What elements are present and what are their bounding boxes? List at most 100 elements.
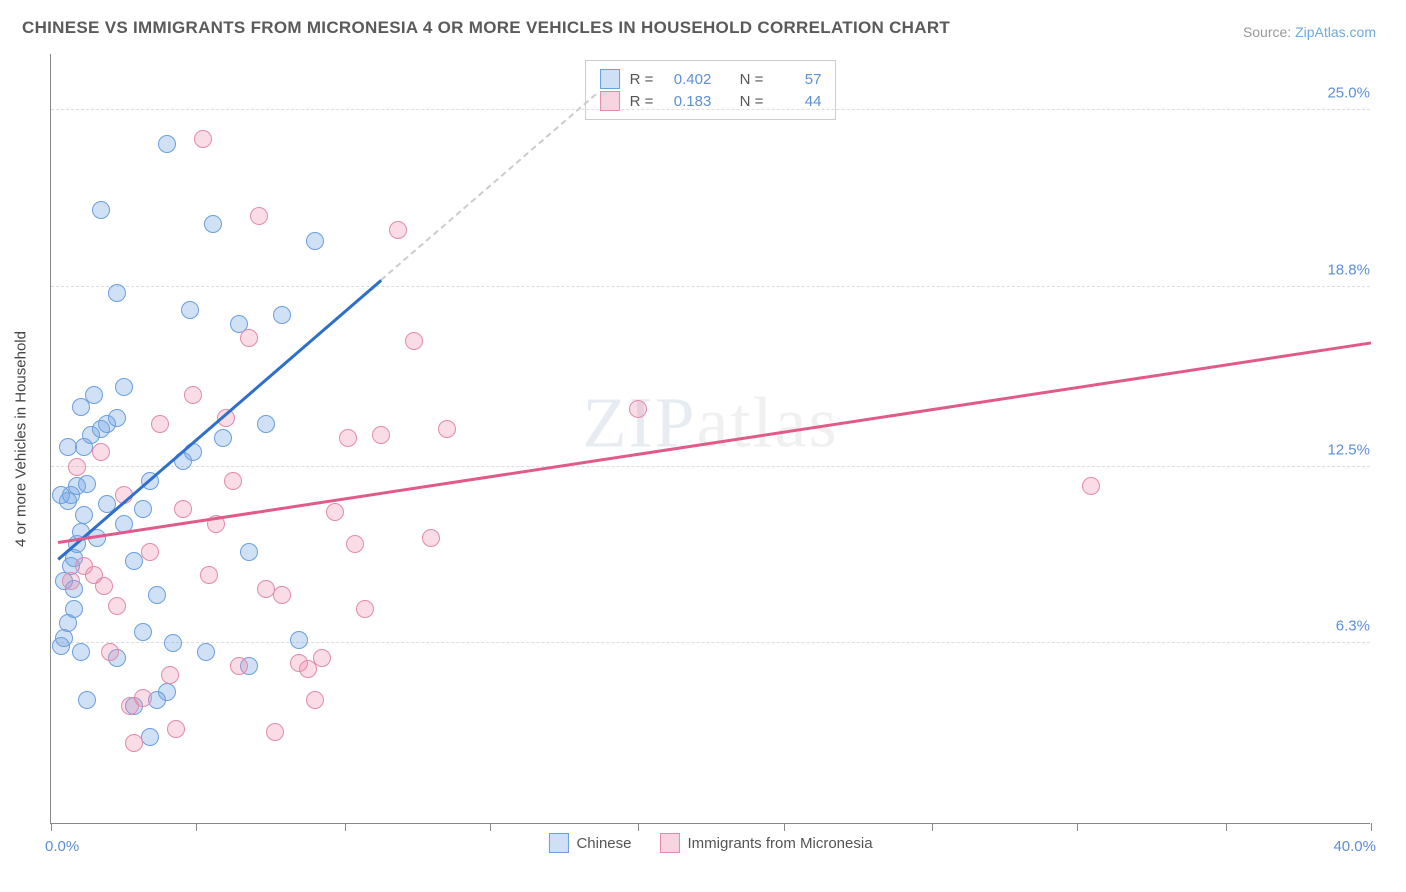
- data-point: [92, 201, 110, 219]
- data-point: [181, 301, 199, 319]
- x-axis-min-label: 0.0%: [45, 838, 79, 855]
- data-point: [148, 586, 166, 604]
- data-point: [92, 443, 110, 461]
- data-point: [224, 472, 242, 490]
- data-point: [164, 634, 182, 652]
- legend-item-2: Immigrants from Micronesia: [660, 833, 873, 853]
- data-point: [250, 207, 268, 225]
- data-point: [184, 386, 202, 404]
- data-point: [78, 475, 96, 493]
- r-value-1: 0.402: [663, 71, 711, 88]
- trend-line: [57, 341, 1371, 543]
- data-point: [306, 691, 324, 709]
- n-value-1: 57: [773, 71, 821, 88]
- source-link[interactable]: ZipAtlas.com: [1295, 24, 1376, 40]
- data-point: [125, 552, 143, 570]
- scatter-plot: 4 or more Vehicles in Household 0.0% 40.…: [50, 54, 1370, 824]
- trend-line-extrapolated: [380, 94, 596, 281]
- legend-label-2: Immigrants from Micronesia: [688, 835, 873, 852]
- n-label: N =: [740, 93, 764, 110]
- legend-label-1: Chinese: [576, 835, 631, 852]
- data-point: [52, 486, 70, 504]
- data-point: [290, 631, 308, 649]
- y-tick-label: 18.8%: [1323, 261, 1374, 278]
- source-prefix: Source:: [1243, 24, 1295, 40]
- data-point: [200, 566, 218, 584]
- x-tick: [196, 823, 197, 831]
- data-point: [204, 215, 222, 233]
- x-tick: [490, 823, 491, 831]
- stats-box: R = 0.402 N = 57 R = 0.183 N = 44: [585, 60, 837, 120]
- data-point: [75, 506, 93, 524]
- legend: Chinese Immigrants from Micronesia: [548, 833, 872, 853]
- legend-swatch-1: [548, 833, 568, 853]
- watermark: ZIPatlas: [583, 382, 839, 465]
- watermark-bold: ZIP: [583, 383, 697, 463]
- legend-item-1: Chinese: [548, 833, 631, 853]
- data-point: [115, 378, 133, 396]
- y-tick-label: 25.0%: [1323, 85, 1374, 102]
- data-point: [306, 232, 324, 250]
- data-point: [59, 438, 77, 456]
- data-point: [240, 329, 258, 347]
- data-point: [257, 580, 275, 598]
- y-tick-label: 6.3%: [1332, 618, 1374, 635]
- data-point: [134, 500, 152, 518]
- data-point: [167, 720, 185, 738]
- data-point: [422, 529, 440, 547]
- watermark-light: atlas: [697, 383, 839, 463]
- n-label: N =: [740, 71, 764, 88]
- gridline: [51, 109, 1370, 110]
- data-point: [161, 666, 179, 684]
- chart-title: CHINESE VS IMMIGRANTS FROM MICRONESIA 4 …: [22, 18, 950, 38]
- data-point: [95, 577, 113, 595]
- data-point: [134, 623, 152, 641]
- data-point: [101, 643, 119, 661]
- data-point: [629, 400, 647, 418]
- data-point: [346, 535, 364, 553]
- gridline: [51, 642, 1370, 643]
- source-attribution: Source: ZipAtlas.com: [1243, 24, 1376, 40]
- y-tick-label: 12.5%: [1323, 441, 1374, 458]
- swatch-2: [600, 91, 620, 111]
- data-point: [62, 572, 80, 590]
- r-label: R =: [630, 71, 654, 88]
- data-point: [68, 458, 86, 476]
- data-point: [78, 691, 96, 709]
- x-tick: [1077, 823, 1078, 831]
- data-point: [240, 543, 258, 561]
- data-point: [108, 284, 126, 302]
- data-point: [1082, 477, 1100, 495]
- data-point: [389, 221, 407, 239]
- data-point: [214, 429, 232, 447]
- x-axis-max-label: 40.0%: [1333, 838, 1376, 855]
- data-point: [194, 130, 212, 148]
- x-tick: [345, 823, 346, 831]
- data-point: [313, 649, 331, 667]
- stats-row-1: R = 0.402 N = 57: [600, 69, 822, 89]
- data-point: [405, 332, 423, 350]
- data-point: [108, 597, 126, 615]
- data-point: [125, 734, 143, 752]
- x-tick: [51, 823, 52, 831]
- data-point: [141, 543, 159, 561]
- y-axis-title: 4 or more Vehicles in Household: [13, 331, 30, 547]
- data-point: [85, 386, 103, 404]
- data-point: [273, 586, 291, 604]
- data-point: [230, 657, 248, 675]
- data-point: [266, 723, 284, 741]
- swatch-1: [600, 69, 620, 89]
- data-point: [339, 429, 357, 447]
- data-point: [151, 415, 169, 433]
- data-point: [65, 600, 83, 618]
- data-point: [134, 689, 152, 707]
- data-point: [72, 643, 90, 661]
- data-point: [257, 415, 275, 433]
- data-point: [372, 426, 390, 444]
- data-point: [273, 306, 291, 324]
- data-point: [174, 500, 192, 518]
- data-point: [158, 135, 176, 153]
- data-point: [141, 728, 159, 746]
- x-tick: [932, 823, 933, 831]
- data-point: [108, 409, 126, 427]
